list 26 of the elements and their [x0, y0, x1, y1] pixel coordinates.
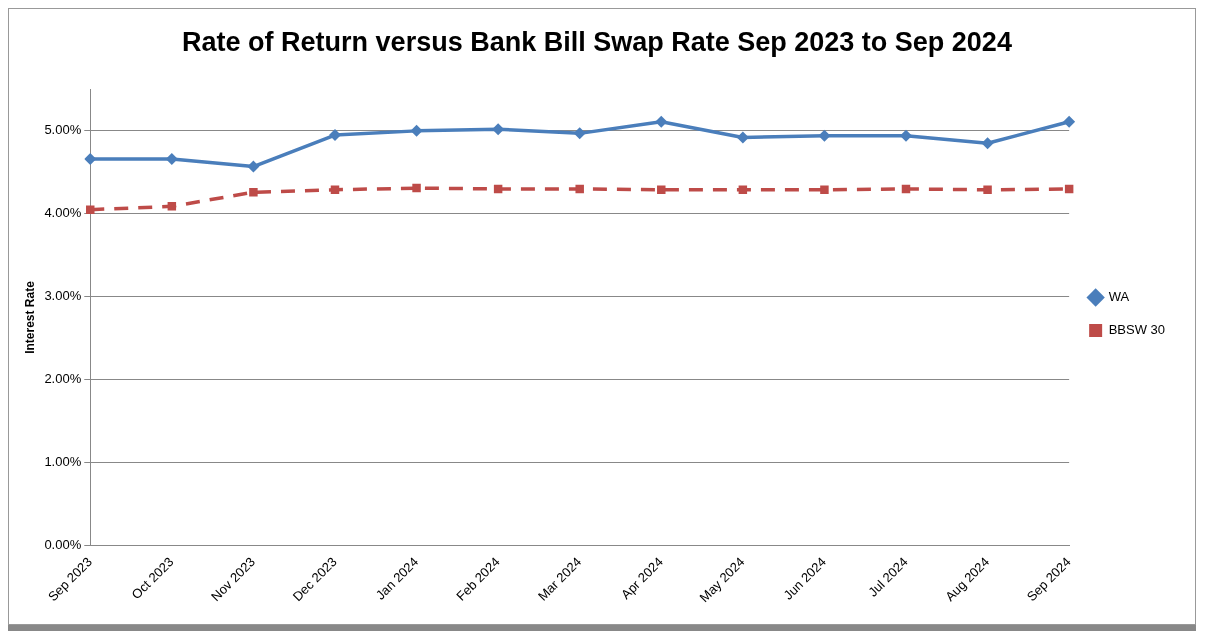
point — [736, 131, 749, 144]
point — [573, 127, 586, 140]
y-tick-label: 3.00% — [44, 288, 82, 304]
point — [983, 185, 992, 195]
y-tick-label: 5.00% — [44, 122, 82, 138]
legend-label: BBSW 30 — [1108, 322, 1165, 338]
point — [1063, 115, 1076, 128]
point — [900, 129, 912, 142]
legend-label: WA — [1108, 289, 1130, 305]
point — [655, 115, 668, 128]
point — [981, 137, 994, 150]
point — [657, 185, 666, 195]
point — [820, 185, 829, 195]
point — [575, 184, 584, 194]
y-tick-label: 4.00% — [44, 205, 82, 221]
chart-title: Rate of Return versus Bank Bill Swap Rate Sep 2023 to Sep 2024 — [182, 26, 1012, 57]
point — [167, 202, 177, 211]
point — [249, 188, 258, 197]
point — [410, 124, 423, 137]
y-tick-label: 2.00% — [44, 371, 82, 387]
y-axis-title: Interest Rate — [22, 280, 37, 354]
y-tick-label: 0.00% — [44, 537, 82, 553]
point — [247, 160, 260, 173]
y-tick-label: 1.00% — [44, 454, 82, 470]
point — [328, 129, 341, 142]
point — [412, 183, 421, 193]
